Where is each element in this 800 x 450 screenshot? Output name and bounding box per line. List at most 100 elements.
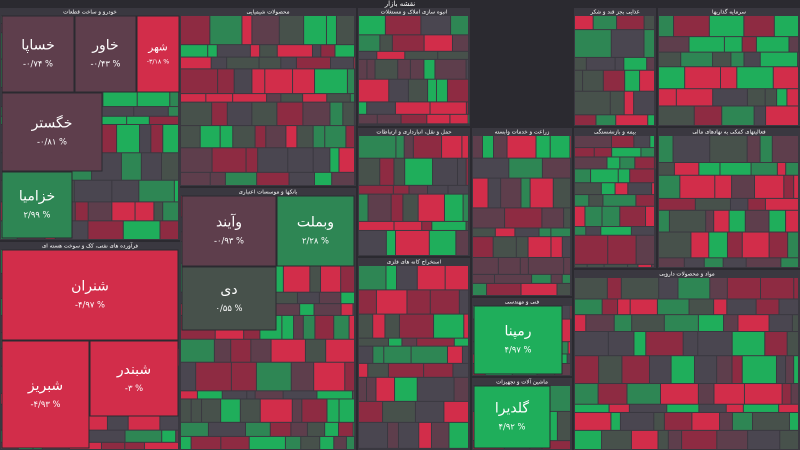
- filler-tile: [777, 162, 786, 175]
- filler-tile: [521, 283, 557, 295]
- filler-tile: [388, 363, 424, 377]
- filler-tile: [674, 16, 709, 37]
- filler-tile: [181, 391, 197, 399]
- filler-tile: [601, 183, 615, 195]
- filler-tile: [678, 278, 710, 299]
- filler-tile: [631, 227, 654, 235]
- filler-tile: [608, 235, 636, 264]
- filler-tile: [615, 57, 624, 70]
- filler-tile: [754, 106, 766, 125]
- filler-tile: [611, 412, 620, 430]
- filler-tile: [227, 57, 259, 69]
- filler-tile: [659, 52, 681, 67]
- filler-tile: [283, 391, 317, 399]
- filler-tile: [385, 314, 399, 338]
- filler-tile: [617, 16, 644, 30]
- filler-tile: [354, 102, 356, 126]
- filler-tile: [154, 202, 163, 221]
- filler-tile: [685, 67, 721, 89]
- stock-change: -۳ %: [125, 383, 143, 393]
- filler-tile: [610, 91, 624, 115]
- filler-tile: [674, 162, 699, 175]
- sector-label: محصولات شیمیایی: [246, 10, 289, 16]
- filler-tile: [297, 292, 319, 304]
- filler-tile: [583, 70, 603, 91]
- stock-change: ۲/۹۹ %: [24, 209, 51, 219]
- filler-tile: [459, 290, 468, 314]
- filler-tile: [334, 315, 349, 339]
- filler-tile: [659, 175, 680, 198]
- filler-tile: [386, 266, 397, 290]
- filler-tile: [747, 136, 760, 162]
- filler-tile: [765, 198, 798, 210]
- sector-label: بانکها و موسسات اعتباری: [239, 189, 298, 196]
- filler-tile: [345, 362, 354, 391]
- filler-tile: [335, 45, 354, 57]
- stock-tile: [1, 15, 75, 93]
- filler-tile: [417, 266, 445, 290]
- filler-tile: [385, 16, 421, 35]
- filler-tile: [359, 338, 388, 346]
- filler-tile: [359, 422, 388, 448]
- filler-tile: [267, 94, 281, 102]
- filler-tile: [451, 16, 468, 35]
- filler-tile: [315, 315, 334, 339]
- filler-tile: [611, 30, 644, 57]
- filler-tile: [285, 436, 301, 449]
- filler-tile: [375, 59, 398, 79]
- stock-tile: [181, 195, 277, 267]
- filler-tile: [300, 304, 314, 315]
- filler-tile: [359, 158, 380, 185]
- filler-tile: [163, 124, 178, 153]
- filler-tile: [334, 436, 346, 449]
- filler-tile: [218, 69, 234, 94]
- filler-tile: [720, 412, 732, 430]
- filler-tile: [181, 102, 212, 126]
- filler-tile: [760, 136, 772, 162]
- filler-tile: [312, 45, 321, 57]
- filler-tile: [339, 148, 354, 172]
- filler-tile: [353, 57, 355, 69]
- filler-tile: [341, 304, 353, 315]
- filler-tile: [160, 221, 178, 239]
- stock-tile: [1, 171, 73, 239]
- filler-tile: [493, 237, 516, 257]
- filler-tile: [163, 202, 178, 221]
- sector-label: فرآورده های نفتی، کک و سوخت هسته ای: [42, 243, 138, 250]
- filler-tile: [140, 124, 151, 153]
- filler-tile: [694, 356, 717, 384]
- filler-tile: [528, 257, 564, 274]
- filler-tile: [781, 258, 798, 267]
- filler-tile: [575, 136, 611, 148]
- filler-tile: [753, 412, 789, 430]
- filler-tile: [575, 57, 586, 70]
- filler-tile: [553, 178, 570, 208]
- filler-tile: [732, 175, 755, 198]
- filler-tile: [473, 257, 498, 274]
- filler-tile: [442, 136, 462, 158]
- filler-tile: [652, 183, 654, 195]
- filler-tile: [341, 263, 354, 292]
- filler-tile: [464, 314, 468, 338]
- filler-tile: [256, 362, 291, 391]
- filler-tile: [717, 356, 732, 384]
- filler-tile: [634, 91, 654, 115]
- filler-tile: [625, 70, 640, 91]
- filler-tile: [586, 227, 601, 235]
- filler-tile: [454, 338, 468, 346]
- filler-tile: [620, 157, 635, 169]
- sector-label: فنی و مهندسی: [505, 300, 540, 306]
- filler-tile: [724, 315, 738, 332]
- filler-tile: [168, 107, 178, 116]
- filler-tile: [413, 136, 442, 158]
- filler-tile: [689, 37, 724, 52]
- filler-tile: [368, 194, 391, 221]
- filler-tile: [654, 412, 664, 430]
- filler-tile: [359, 185, 393, 194]
- filler-tile: [551, 237, 562, 257]
- filler-tile: [564, 257, 570, 274]
- filler-tile: [422, 221, 432, 230]
- filler-tile: [191, 399, 202, 422]
- filler-tile: [359, 230, 386, 255]
